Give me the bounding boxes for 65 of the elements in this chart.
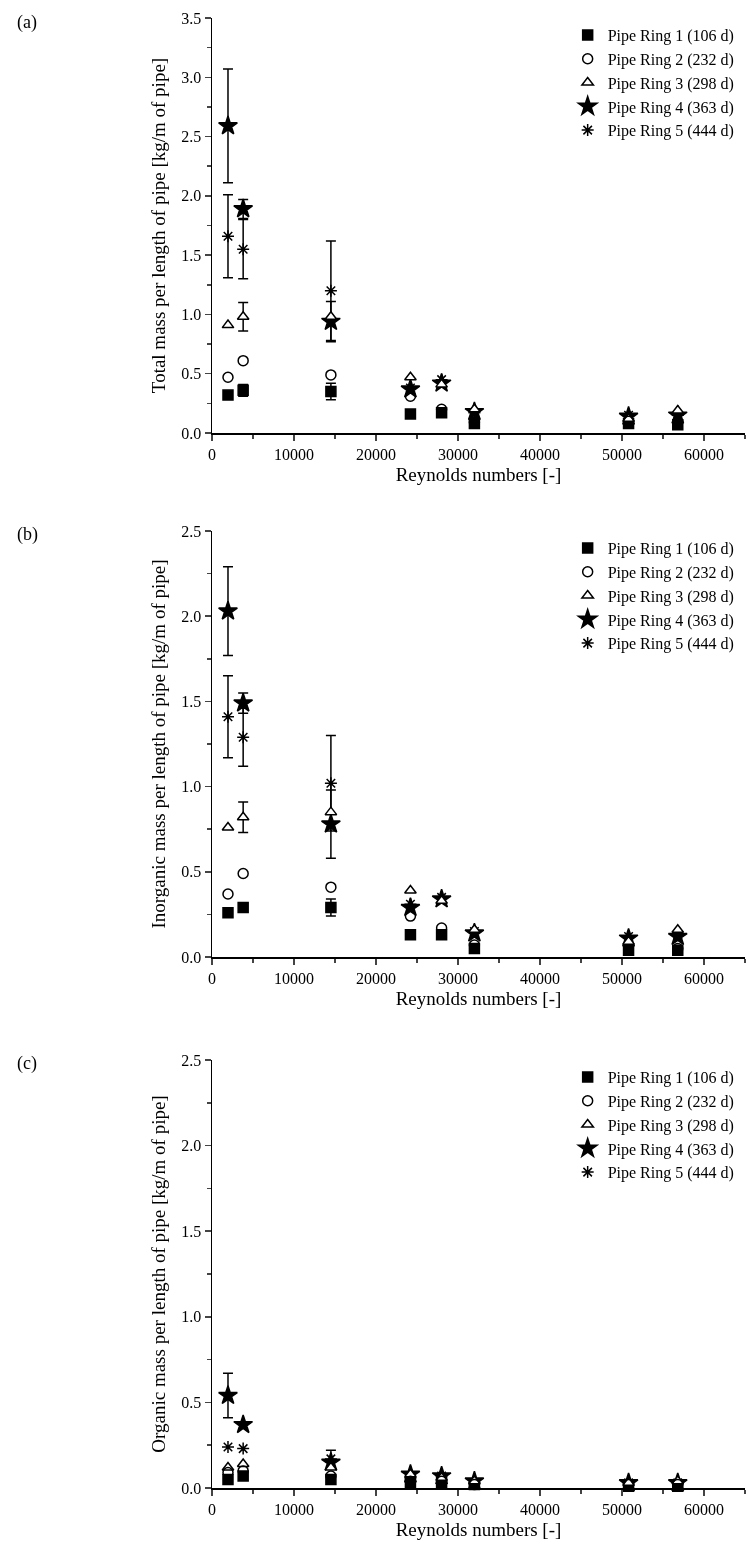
legend-label: Pipe Ring 1 (106 d) xyxy=(607,1069,734,1088)
x-tick-label: 50000 xyxy=(602,445,642,463)
x-tick-label: 20000 xyxy=(356,445,396,463)
legend-label: Pipe Ring 2 (232 d) xyxy=(607,1092,734,1111)
y-tick-label: 2.5 xyxy=(181,522,202,540)
y-tick-label: 1.0 xyxy=(181,1308,202,1326)
legend-label: Pipe Ring 2 (232 d) xyxy=(607,50,734,69)
x-tick-label: 40000 xyxy=(520,969,560,987)
x-tick-label: 50000 xyxy=(602,969,642,987)
x-tick-label: 0 xyxy=(208,1500,216,1518)
y-tick-label: 0.0 xyxy=(181,948,202,966)
y-tick-label: 1.0 xyxy=(181,778,202,796)
x-tick-label: 30000 xyxy=(438,445,478,463)
y-tick-label: 0.0 xyxy=(181,424,202,442)
y-tick-label: 1.5 xyxy=(181,246,202,264)
y-tick-label: 0.5 xyxy=(181,863,202,881)
y-tick-label: 2.5 xyxy=(181,1051,202,1069)
legend-label: Pipe Ring 4 (363 d) xyxy=(607,1140,734,1159)
text: (c) xyxy=(17,1053,37,1074)
legend-label: Pipe Ring 2 (232 d) xyxy=(607,563,734,582)
legend-label: Pipe Ring 4 (363 d) xyxy=(607,611,734,630)
y-tick-label: 1.5 xyxy=(181,1222,202,1240)
legend-label: Pipe Ring 5 (444 d) xyxy=(607,635,734,654)
x-tick-label: 40000 xyxy=(520,1500,560,1518)
x-tick-label: 10000 xyxy=(274,1500,314,1518)
y-tick-label: 1.5 xyxy=(181,693,202,710)
x-tick-label: 30000 xyxy=(438,969,478,987)
legend-label: Pipe Ring 1 (106 d) xyxy=(607,27,734,46)
x-tick-label: 60000 xyxy=(684,1500,724,1518)
x-axis-title: Reynolds numbers [-] xyxy=(395,1519,562,1541)
legend-label: Pipe Ring 5 (444 d) xyxy=(607,122,734,141)
x-tick-label: 0 xyxy=(208,969,216,987)
x-tick-label: 50000 xyxy=(602,1500,642,1518)
y-tick-label: 0.0 xyxy=(181,1479,202,1497)
legend-label: Pipe Ring 4 (363 d) xyxy=(607,98,734,117)
x-tick-label: 20000 xyxy=(356,1500,396,1518)
y-tick-label: 0.5 xyxy=(181,1394,202,1411)
x-axis-title: Reynolds numbers [-] xyxy=(395,988,562,1010)
legend-label: Pipe Ring 5 (444 d) xyxy=(607,1164,734,1183)
legend-label: Pipe Ring 3 (298 d) xyxy=(607,74,734,93)
legend-label: Pipe Ring 3 (298 d) xyxy=(607,587,734,606)
y-tick-label: 2.0 xyxy=(181,607,202,625)
legend-label: Pipe Ring 3 (298 d) xyxy=(607,1116,734,1135)
y-axis-title: Organic mass per length of pipe [kg/m of pipe] xyxy=(148,1095,170,1453)
x-tick-label: 10000 xyxy=(274,445,314,463)
y-tick-label: 1.0 xyxy=(181,306,202,324)
x-tick-label: 20000 xyxy=(356,969,396,987)
x-axis-title: Reynolds numbers [-] xyxy=(395,464,562,486)
y-tick-label: 3.0 xyxy=(181,68,202,86)
y-tick-label: 0.5 xyxy=(181,365,202,383)
y-axis-title: Inorganic mass per length of pipe [kg/m of pipe] xyxy=(148,559,170,929)
x-tick-label: 60000 xyxy=(684,445,724,463)
x-tick-label: 30000 xyxy=(438,1500,478,1518)
legend-label: Pipe Ring 1 (106 d) xyxy=(607,540,734,559)
text: (a) xyxy=(17,12,37,33)
x-tick-label: 60000 xyxy=(684,969,724,987)
y-tick-label: 2.5 xyxy=(181,128,202,146)
y-tick-label: 3.5 xyxy=(181,9,202,27)
x-tick-label: 10000 xyxy=(274,969,314,987)
text: (b) xyxy=(17,524,38,545)
x-tick-label: 40000 xyxy=(520,445,560,463)
x-tick-label: 0 xyxy=(208,445,216,463)
y-tick-label: 2.0 xyxy=(181,187,202,205)
y-axis-title: Total mass per length of pipe [kg/m of pipe] xyxy=(148,57,170,394)
y-tick-label: 2.0 xyxy=(181,1137,202,1155)
